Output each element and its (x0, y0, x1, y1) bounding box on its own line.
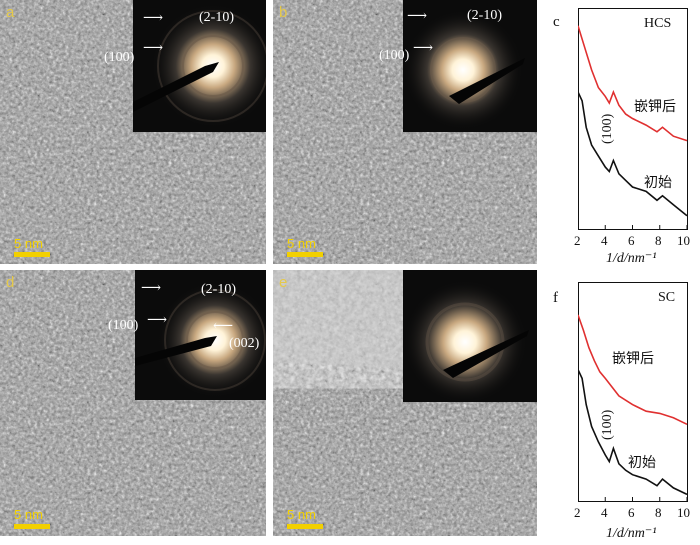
scale-bar-label-d: 5 nm (14, 507, 43, 522)
peak-label-100: (100) (600, 113, 615, 144)
xrd-plot-c: HCS 嵌钾后 初始 (100) (577, 8, 688, 230)
xtick: 4 (601, 233, 608, 248)
saed-inset-d: ⟶ (2-10) ⟶ ⟵ (002) (135, 270, 266, 400)
saed-label-002: (002) (229, 336, 260, 351)
panel-label-f: f (553, 290, 558, 306)
upper-curve-label: 嵌钾后 (634, 100, 676, 115)
panel-label-b: b (279, 4, 288, 21)
saed-arrow-2-10: ⟶ (407, 9, 428, 24)
saed-arrow-2-10: ⟶ (143, 11, 164, 26)
panel-label-e: e (279, 274, 288, 291)
xtick: 10 (677, 233, 690, 248)
sample-label-sc: SC (658, 290, 676, 305)
plot-frame (578, 8, 688, 230)
x-axis-label-f: 1/d/nm⁻¹ (606, 526, 657, 541)
panel-b-tem-image: ⟶ (2-10) ⟶ (100) b 5 nm (273, 0, 537, 264)
saed-arrow-100: ⟶ (413, 41, 434, 56)
xtick: 8 (655, 233, 662, 248)
xtick: 8 (655, 505, 662, 520)
saed-arrow-100: ⟶ (147, 313, 168, 328)
sample-label-hcs: HCS (644, 16, 672, 31)
scale-bar-e (287, 524, 323, 529)
plot-area (577, 282, 688, 502)
saed-pattern (135, 282, 266, 398)
peak-label-100: (100) (600, 409, 615, 440)
lower-curve-label: 初始 (644, 176, 672, 191)
xrd-plot-f: SC 嵌钾后 初始 (100) (577, 282, 688, 502)
scale-bar-label-b: 5 nm (287, 236, 316, 251)
upper-curve (577, 314, 688, 426)
x-axis-label-c: 1/d/nm⁻¹ (606, 251, 657, 266)
scale-bar-label-e: 5 nm (287, 507, 316, 522)
scale-bar-d (14, 524, 50, 529)
xtick: 2 (574, 505, 581, 520)
panel-label-d: d (6, 274, 15, 291)
xtick: 4 (601, 505, 608, 520)
saed-label-2-10: (2-10) (201, 282, 236, 297)
xtick: 2 (574, 233, 581, 248)
saed-pattern (403, 280, 529, 402)
xtick: 6 (628, 233, 635, 248)
saed-arrow-100: ⟶ (143, 41, 164, 56)
panel-label-c: c (553, 14, 560, 30)
panel-label-a: a (6, 4, 15, 21)
saed-label-100: (100) (104, 50, 135, 65)
panel-d-tem-image: ⟶ (2-10) ⟶ ⟵ (002) (100) d 5 nm (0, 270, 266, 536)
lower-curve (577, 369, 688, 496)
saed-arrow-002: ⟵ (213, 319, 234, 334)
scale-bar-label-a: 5 nm (14, 236, 43, 251)
saed-pattern (133, 4, 266, 128)
saed-label-2-10: (2-10) (467, 8, 502, 23)
xtick: 10 (677, 505, 690, 520)
plot-area (577, 8, 688, 230)
saed-label-2-10: (2-10) (199, 10, 234, 25)
saed-inset-b: ⟶ (2-10) ⟶ (403, 0, 537, 132)
lower-curve (577, 91, 688, 217)
saed-label-100: (100) (108, 318, 139, 333)
saed-inset-a: ⟶ (2-10) (133, 0, 266, 132)
saed-pattern (403, 10, 525, 130)
plot-frame (578, 282, 688, 502)
saed-arrow-2-10: ⟶ (141, 281, 162, 296)
saed-inset-e (403, 270, 537, 402)
panel-a-tem-image: ⟶ (2-10) (100) ⟶ a 5 nm (0, 0, 266, 264)
xtick: 6 (628, 505, 635, 520)
upper-curve (577, 25, 688, 142)
saed-label-100: (100) (379, 48, 410, 63)
panel-e-tem-image: e 5 nm (273, 270, 537, 536)
lower-curve-label: 初始 (628, 456, 656, 471)
scale-bar-b (287, 252, 323, 257)
upper-curve-label: 嵌钾后 (612, 352, 654, 367)
scale-bar-a (14, 252, 50, 257)
